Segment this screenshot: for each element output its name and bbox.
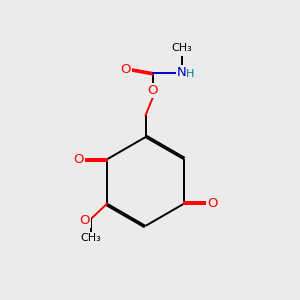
- Text: H: H: [185, 69, 194, 79]
- Text: CH₃: CH₃: [80, 233, 101, 243]
- Text: O: O: [80, 214, 90, 227]
- Text: N: N: [177, 66, 187, 80]
- Text: O: O: [73, 153, 83, 166]
- Text: O: O: [120, 63, 130, 76]
- Text: O: O: [148, 84, 158, 97]
- Text: CH₃: CH₃: [171, 43, 192, 53]
- Text: O: O: [208, 197, 218, 210]
